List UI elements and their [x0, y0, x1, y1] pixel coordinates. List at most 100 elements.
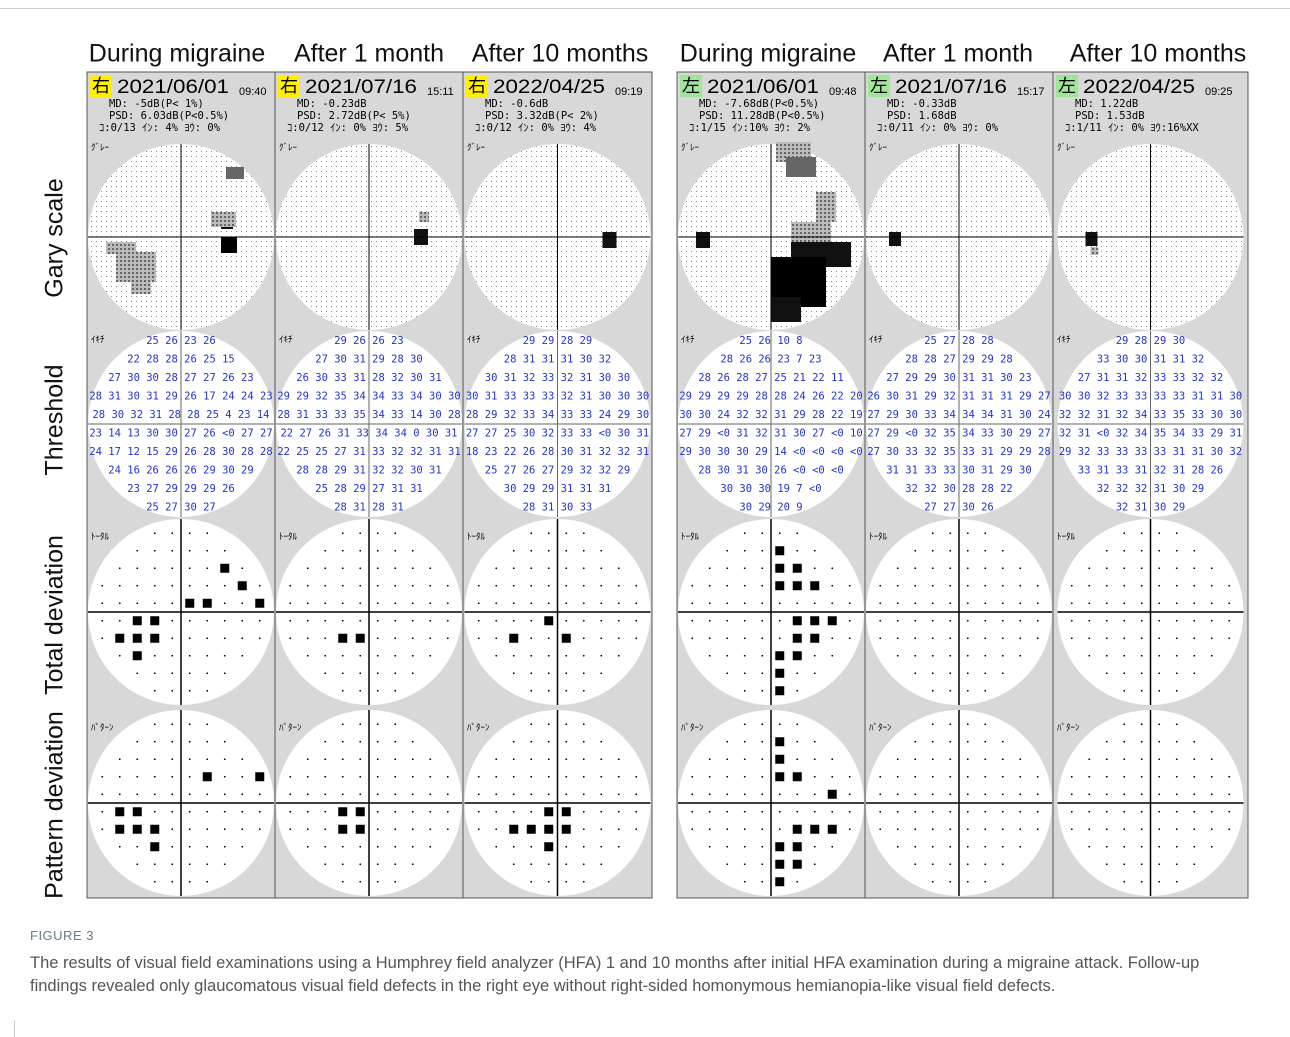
normal-symbol: [1141, 723, 1143, 725]
normal-symbol: [779, 828, 781, 830]
normal-symbol: [932, 828, 934, 830]
exam-index: PSD: 3.32dB(P< 2%): [485, 110, 599, 122]
normal-symbol: [1002, 846, 1004, 848]
normal-symbol: [618, 776, 620, 778]
normal-symbol: [583, 793, 585, 795]
defect-symbol: [544, 616, 553, 625]
normal-symbol: [1176, 672, 1178, 674]
normal-symbol: [635, 793, 637, 795]
normal-symbol: [618, 846, 620, 848]
normal-symbol: [1106, 863, 1108, 865]
normal-symbol: [932, 672, 934, 674]
normal-symbol: [932, 811, 934, 813]
exam-index: ｺ:1/11 ｲﾝ: 0% ﾖｳ:16%XX: [1065, 122, 1199, 134]
defect-symbol: [150, 616, 159, 625]
defect-symbol: [544, 807, 553, 816]
normal-symbol: [1088, 776, 1090, 778]
normal-symbol: [565, 793, 567, 795]
normal-symbol: [600, 637, 602, 639]
normal-symbol: [359, 655, 361, 657]
normal-symbol: [530, 690, 532, 692]
normal-symbol: [342, 863, 344, 865]
defect-symbol: [775, 737, 784, 746]
defect-symbol: [115, 807, 124, 816]
normal-symbol: [709, 793, 711, 795]
normal-symbol: [289, 637, 291, 639]
normal-symbol: [259, 620, 261, 622]
normal-symbol: [394, 602, 396, 604]
normal-symbol: [1211, 776, 1213, 778]
normal-symbol: [949, 585, 951, 587]
normal-symbol: [565, 602, 567, 604]
frame-line: [14, 1020, 15, 1037]
normal-symbol: [189, 637, 191, 639]
normal-symbol: [324, 811, 326, 813]
normal-symbol: [377, 776, 379, 778]
normal-symbol: [189, 811, 191, 813]
normal-symbol: [154, 793, 156, 795]
normal-symbol: [1106, 811, 1108, 813]
normal-symbol: [359, 567, 361, 569]
threshold-row: 24 17 12 15 29 26 28 30 28 28: [89, 446, 272, 458]
threshold-row: 28 31 30 33: [523, 502, 593, 514]
normal-symbol: [1019, 811, 1021, 813]
normal-symbol: [1176, 637, 1178, 639]
normal-symbol: [967, 811, 969, 813]
normal-symbol: [1211, 637, 1213, 639]
normal-symbol: [289, 620, 291, 622]
threshold-row: 26 30 31 29 32 31 31 31 29 27: [867, 391, 1050, 403]
threshold-row: 30 31 33 33 33 32 31 30 30 30: [466, 391, 649, 403]
normal-symbol: [154, 567, 156, 569]
normal-symbol: [831, 758, 833, 760]
defect-symbol: [793, 860, 802, 869]
normal-symbol: [548, 758, 550, 760]
normal-symbol: [189, 567, 191, 569]
normal-symbol: [1193, 655, 1195, 657]
normal-symbol: [726, 741, 728, 743]
normal-symbol: [324, 637, 326, 639]
normal-symbol: [600, 655, 602, 657]
normal-symbol: [1106, 567, 1108, 569]
normal-symbol: [1193, 550, 1195, 552]
normal-symbol: [1158, 863, 1160, 865]
figure: During migraineAfter 1 monthAfter 10 mon…: [0, 0, 1290, 915]
normal-symbol: [761, 655, 763, 657]
normal-symbol: [171, 532, 173, 534]
normal-symbol: [914, 620, 916, 622]
normal-symbol: [897, 655, 899, 657]
normal-symbol: [1176, 690, 1178, 692]
normal-symbol: [241, 637, 243, 639]
threshold-row: 27 27 30 26: [924, 502, 994, 514]
normal-symbol: [394, 532, 396, 534]
normal-symbol: [1228, 585, 1230, 587]
normal-symbol: [1123, 690, 1125, 692]
normal-symbol: [241, 793, 243, 795]
normal-symbol: [914, 602, 916, 604]
normal-symbol: [984, 532, 986, 534]
normal-symbol: [394, 828, 396, 830]
normal-symbol: [307, 585, 309, 587]
column-header: After 10 months: [472, 40, 648, 68]
normal-symbol: [1158, 881, 1160, 883]
defect-symbol: [775, 877, 784, 886]
normal-symbol: [761, 863, 763, 865]
normal-symbol: [289, 811, 291, 813]
normal-symbol: [324, 655, 326, 657]
normal-symbol: [171, 602, 173, 604]
normal-symbol: [136, 585, 138, 587]
exam-time: 09:48: [829, 86, 857, 98]
normal-symbol: [429, 567, 431, 569]
normal-symbol: [324, 567, 326, 569]
normal-symbol: [377, 567, 379, 569]
normal-symbol: [1141, 863, 1143, 865]
normal-symbol: [583, 532, 585, 534]
normal-symbol: [342, 672, 344, 674]
threshold-row: 25 27 28 28: [924, 335, 994, 347]
normal-symbol: [1158, 602, 1160, 604]
normal-symbol: [600, 741, 602, 743]
normal-symbol: [744, 620, 746, 622]
normal-symbol: [1002, 620, 1004, 622]
defect-symbol: [793, 564, 802, 573]
defect-symbol: [775, 842, 784, 851]
normal-symbol: [1002, 811, 1004, 813]
